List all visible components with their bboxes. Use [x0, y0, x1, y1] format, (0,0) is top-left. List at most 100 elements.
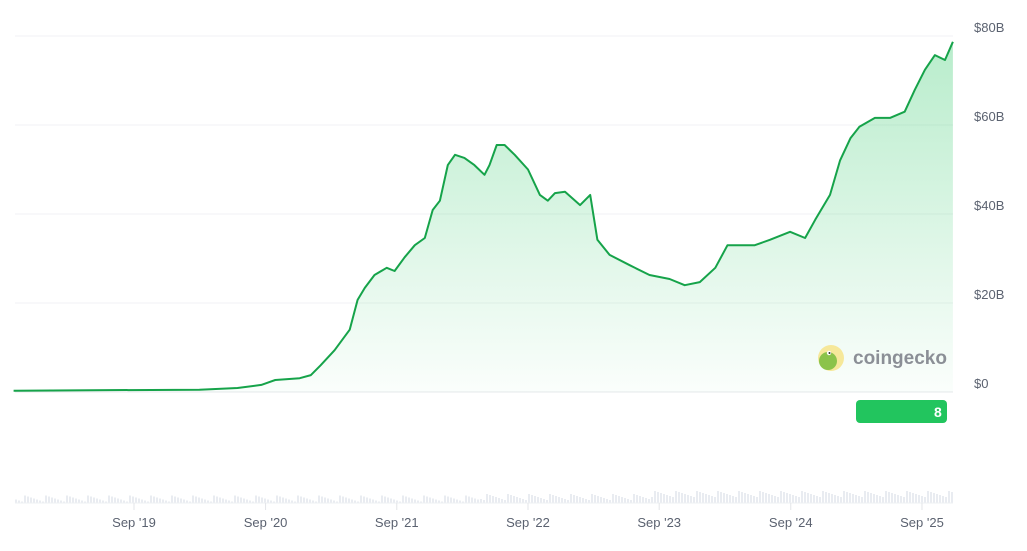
volume-bar [327, 498, 329, 503]
volume-bar [240, 497, 242, 503]
volume-bar [255, 495, 257, 503]
volume-bar [642, 497, 644, 503]
volume-bar [21, 501, 23, 503]
volume-bar [867, 492, 869, 503]
volume-bar [531, 495, 533, 503]
volume-bar [636, 495, 638, 503]
y-axis: $0 $20B $40B $60B $80B [974, 20, 1004, 391]
x-tick-label: Sep '20 [244, 515, 288, 530]
volume-bar [546, 500, 548, 503]
volume-bar [726, 494, 728, 503]
volume-bar [411, 498, 413, 503]
volume-bar [651, 497, 653, 503]
volume-bar [504, 500, 506, 503]
volume-bar [321, 496, 323, 503]
volume-bar [480, 499, 482, 503]
volume-bar [894, 494, 896, 503]
volume-bar [24, 495, 26, 503]
volume-bar [285, 498, 287, 503]
volume-bar [414, 499, 416, 503]
volume-bar [696, 491, 698, 503]
volume-bar [561, 498, 563, 503]
volume-bar [900, 496, 902, 503]
volume-bar [840, 497, 842, 503]
volume-bar [798, 497, 800, 503]
volume-bar [189, 501, 191, 503]
volume-bar [762, 492, 764, 503]
series-area [13, 41, 953, 393]
volume-bar [735, 497, 737, 503]
volume-bar [15, 499, 17, 503]
volume-bar [486, 494, 488, 503]
volume-bar [753, 496, 755, 503]
volume-bar [123, 500, 125, 503]
volume-bar [522, 499, 524, 503]
volume-bar [924, 497, 926, 503]
volume-bar [672, 497, 674, 503]
volume-bar [630, 500, 632, 503]
volume-bar [336, 501, 338, 503]
volume-bar [711, 496, 713, 503]
volume-bar [948, 491, 950, 503]
volume-bar [165, 500, 167, 503]
volume-bar [471, 497, 473, 503]
volume-bar [18, 500, 20, 503]
volume-bar [423, 495, 425, 503]
volume-bar [225, 499, 227, 503]
volume-bar [783, 492, 785, 503]
volume-bar [42, 501, 44, 503]
volume-bar [885, 491, 887, 503]
volume-bar [453, 498, 455, 503]
volume-bar [162, 499, 164, 503]
volume-bar [780, 491, 782, 503]
volume-bar [69, 496, 71, 503]
volume-bar [750, 495, 752, 503]
volume-bar [600, 497, 602, 503]
volume-bar [558, 497, 560, 503]
volume-bar [792, 495, 794, 503]
volume-bar [369, 498, 371, 503]
volume-bar [102, 500, 104, 503]
volume-bar [498, 498, 500, 503]
volume-bar [57, 499, 59, 503]
volume-bar [771, 495, 773, 503]
volume-bar [183, 499, 185, 503]
volume-bar [729, 495, 731, 503]
volume-bar [444, 495, 446, 503]
volume-bar [687, 495, 689, 503]
volume-bar [855, 495, 857, 503]
volume-bar [219, 497, 221, 503]
volume-bar [30, 497, 32, 503]
volume-bar [657, 492, 659, 503]
volume-bar [756, 497, 758, 503]
volume-bar [525, 500, 527, 503]
volume-bar [192, 495, 194, 503]
volume-bar [282, 497, 284, 503]
volume-bar [342, 496, 344, 503]
volume-bar [78, 499, 80, 503]
volume-bar [459, 500, 461, 503]
volume-bar [270, 500, 272, 503]
volume-bar [597, 496, 599, 503]
volume-bar [468, 496, 470, 503]
volume-bar [216, 496, 218, 503]
volume-bar [258, 496, 260, 503]
volume-bar [591, 494, 593, 503]
volume-bar [519, 498, 521, 503]
x-tick-label: Sep '22 [506, 515, 550, 530]
volume-bar [357, 501, 359, 503]
volume-bar [528, 494, 530, 503]
volume-bar [150, 495, 152, 503]
volume-bar [393, 499, 395, 503]
volume-bar [99, 499, 101, 503]
volume-bar [63, 501, 65, 503]
volume-bar [129, 495, 131, 503]
volume-bar [834, 495, 836, 503]
watermark-text: coingecko [853, 348, 947, 369]
volume-bar [615, 495, 617, 503]
volume-bar [666, 495, 668, 503]
volume-bar [399, 501, 401, 503]
volume-bar [489, 495, 491, 503]
volume-bar [669, 496, 671, 503]
volume-bar [738, 491, 740, 503]
